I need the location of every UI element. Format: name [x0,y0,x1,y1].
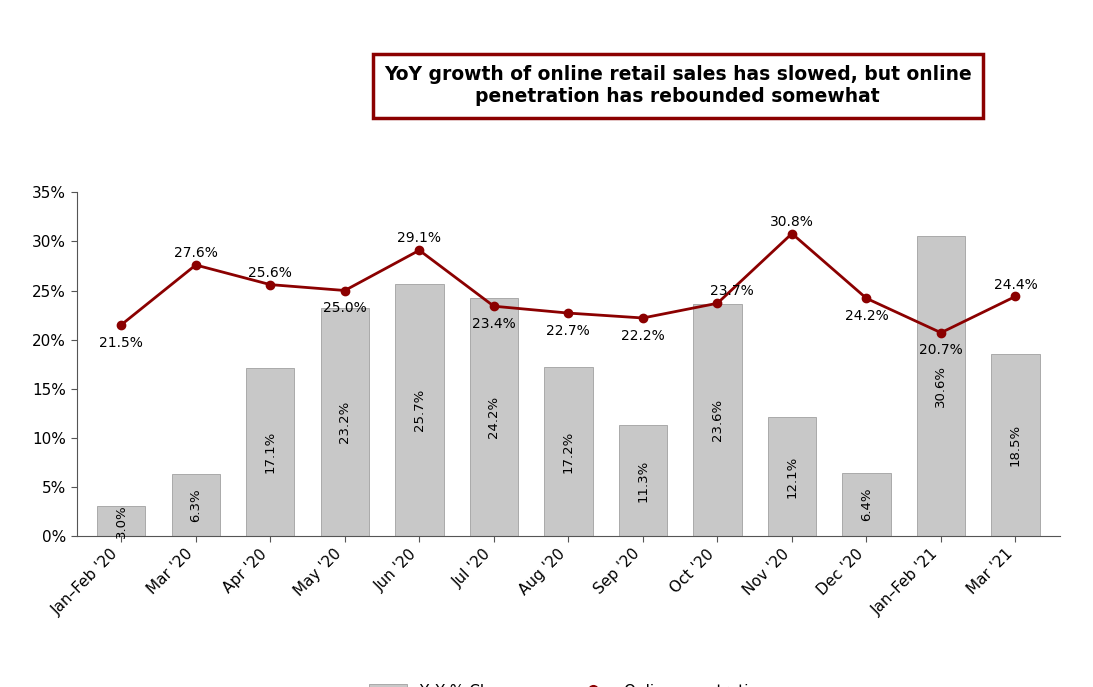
Text: 23.6%: 23.6% [710,399,724,441]
Bar [693,304,742,536]
Legend: YoY % Change, Online penetration: YoY % Change, Online penetration [362,677,775,687]
Text: 23.2%: 23.2% [339,401,351,443]
Text: 25.0%: 25.0% [322,301,366,315]
Text: 11.3%: 11.3% [636,460,649,502]
Bar [395,284,444,536]
Text: 22.2%: 22.2% [621,328,665,343]
Bar [470,298,518,536]
Text: 25.6%: 25.6% [248,266,292,280]
Text: 25.7%: 25.7% [413,389,426,431]
Text: 24.2%: 24.2% [845,309,889,323]
Text: 6.3%: 6.3% [189,488,202,521]
Text: 6.4%: 6.4% [860,488,873,521]
Text: 24.2%: 24.2% [487,396,501,438]
Text: 18.5%: 18.5% [1009,424,1022,466]
Bar [97,506,145,536]
Bar [991,354,1039,536]
Bar [246,368,294,536]
Bar [619,425,667,536]
Bar [320,308,369,536]
Text: 30.6%: 30.6% [935,365,948,407]
Text: 20.7%: 20.7% [919,344,963,357]
Text: 27.6%: 27.6% [174,246,218,260]
Bar [843,473,891,536]
Bar [917,236,965,536]
Text: 29.1%: 29.1% [398,232,442,245]
Text: 17.2%: 17.2% [562,430,575,473]
Text: 12.1%: 12.1% [786,455,798,497]
Text: 17.1%: 17.1% [263,431,277,473]
Text: 24.4%: 24.4% [994,278,1037,291]
Text: 22.7%: 22.7% [546,324,590,338]
Text: 23.4%: 23.4% [472,317,516,331]
Text: 3.0%: 3.0% [115,504,128,538]
Text: 23.7%: 23.7% [710,284,754,298]
Text: 30.8%: 30.8% [769,215,814,229]
Bar [172,474,220,536]
Text: 21.5%: 21.5% [99,335,143,350]
Bar [544,367,592,536]
Text: YoY growth of online retail sales has slowed, but online
penetration has rebound: YoY growth of online retail sales has sl… [384,65,972,106]
Bar [767,417,816,536]
